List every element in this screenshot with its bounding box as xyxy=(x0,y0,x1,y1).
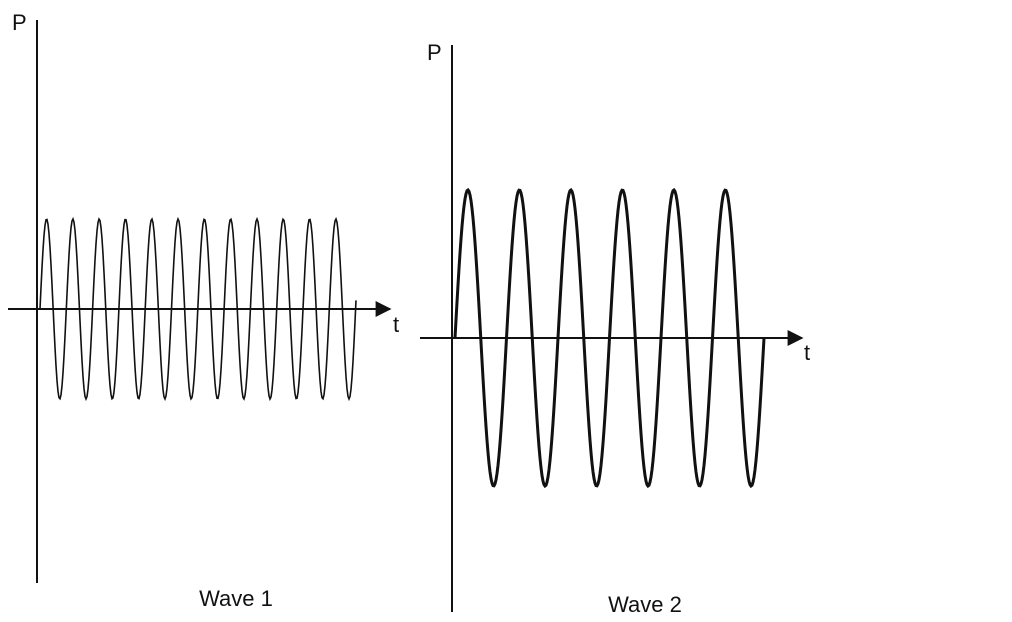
diagram: P t Wave 1 P t Wave 2 xyxy=(0,0,1012,617)
panel-2: P t Wave 2 xyxy=(420,40,810,617)
y-axis-label: P xyxy=(12,10,27,35)
caption: Wave 1 xyxy=(199,586,273,611)
x-axis-label: t xyxy=(804,340,810,365)
panel-1: P t Wave 1 xyxy=(8,10,399,611)
caption: Wave 2 xyxy=(608,592,682,617)
y-axis-label: P xyxy=(427,40,442,65)
x-axis-label: t xyxy=(393,312,399,337)
